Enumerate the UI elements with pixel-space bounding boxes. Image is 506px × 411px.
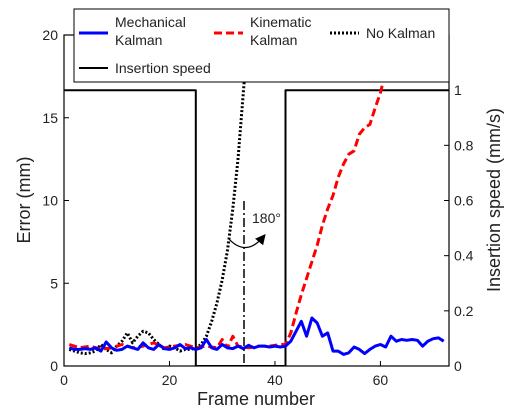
rotation-arrow [227, 233, 266, 249]
legend-label-insertion-speed: Insertion speed [115, 60, 211, 76]
plot-frame [63, 34, 450, 367]
legend-label-mechanical-line2: Kalman [115, 32, 162, 48]
y-tick-label-right: 0.6 [454, 193, 474, 209]
y-tick-label-right: 0.8 [454, 137, 474, 153]
series-line-mechanical-kalman [68, 316, 445, 356]
x-tick-label: 20 [162, 372, 178, 388]
legend: Mechanical Kalman Kinematic Kalman No Ka… [73, 8, 450, 83]
y-tick-label-right: 0 [454, 358, 462, 374]
x-tick-label: 60 [373, 372, 389, 388]
x-axis-label: Frame number [197, 389, 315, 409]
legend-label-kinematic-line1: Kinematic [250, 14, 311, 30]
y-axis-label-left: Error (mm) [14, 157, 34, 244]
series-layer [64, 35, 449, 366]
legend-label-mechanical-line1: Mechanical [115, 14, 186, 30]
annotation-180: 180° [252, 210, 281, 226]
axes-layer: 0 20 40 60 0 5 10 15 20 0 0.2 0.4 0.6 0.8 1 [42, 27, 473, 388]
series-line-insertion-speed [64, 89, 449, 366]
legend-label-kinematic-line2: Kalman [250, 32, 297, 48]
legend-label-no-kalman: No Kalman [366, 25, 435, 41]
y-tick-label-right: 0.2 [454, 303, 474, 319]
y-tick-label-right: 1 [454, 82, 462, 98]
y-axis-label-right: Insertion speed (mm/s) [484, 108, 504, 292]
y-tick-label-right: 0.4 [454, 248, 474, 264]
y-tick-label-left: 15 [42, 110, 58, 126]
x-tick-label: 40 [267, 372, 283, 388]
y-tick-label-left: 5 [50, 275, 58, 291]
y-tick-label-left: 0 [50, 358, 58, 374]
y-tick-label-left: 20 [42, 27, 58, 43]
y-tick-label-left: 10 [42, 193, 58, 209]
series-line-no-kalman [68, 35, 250, 356]
x-tick-label: 0 [60, 372, 68, 388]
